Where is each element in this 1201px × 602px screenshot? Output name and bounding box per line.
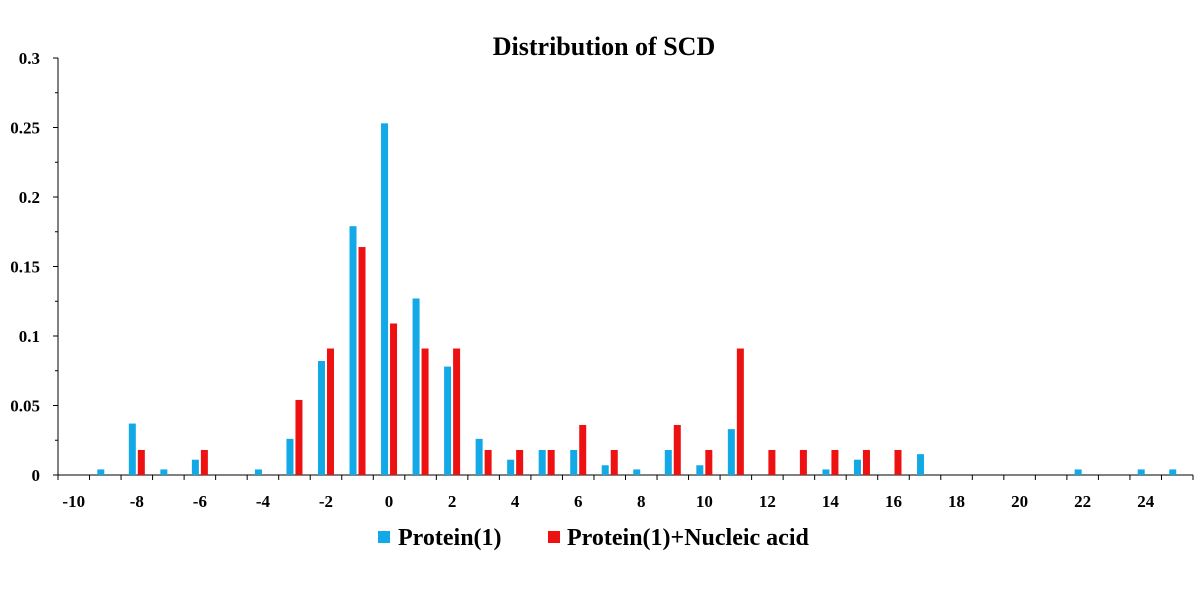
x-tick-label: -8: [130, 492, 144, 511]
bar-protein: [917, 454, 925, 475]
bar-protein-nucleic-acid: [453, 348, 461, 475]
bar-protein-nucleic-acid: [610, 449, 618, 475]
x-tick-label: 12: [759, 492, 776, 511]
bar-protein: [727, 429, 735, 475]
x-tick-label: 14: [822, 492, 840, 511]
bar-protein: [1169, 469, 1177, 475]
bar-protein-nucleic-acid: [862, 449, 870, 475]
bar-protein-nucleic-acid: [831, 449, 839, 475]
legend-label-protein: Protein(1): [398, 525, 502, 551]
y-tick-label: 0.3: [19, 49, 40, 68]
legend-swatch-protein-nucleic-acid: [548, 531, 560, 543]
bar-protein-nucleic-acid: [768, 449, 776, 475]
legend-label-protein-nucleic-acid: Protein(1)+Nucleic acid: [567, 525, 809, 551]
bar-protein: [128, 423, 136, 475]
bar-protein: [349, 226, 357, 475]
x-tick-label: 20: [1011, 492, 1028, 511]
bar-protein: [444, 366, 452, 475]
bar-protein-nucleic-acid: [295, 399, 303, 475]
bar-protein-nucleic-acid: [390, 323, 398, 475]
x-tick-label: -2: [319, 492, 333, 511]
bar-protein: [286, 438, 294, 475]
x-tick-label: 22: [1074, 492, 1091, 511]
bar-protein: [254, 469, 262, 475]
y-tick-label: 0: [32, 466, 41, 485]
bar-protein: [1137, 469, 1145, 475]
y-tick-label: 0.25: [10, 119, 40, 138]
x-tick-label: 16: [885, 492, 902, 511]
bar-protein-nucleic-acid: [200, 449, 208, 475]
bar-protein-nucleic-acid: [673, 424, 681, 475]
bar-protein-nucleic-acid: [547, 449, 555, 475]
bar-protein: [507, 459, 515, 475]
y-tick-label: 0.05: [10, 397, 40, 416]
x-tick-label: 8: [637, 492, 646, 511]
bar-protein: [191, 459, 199, 475]
legend-swatch-protein: [378, 531, 390, 543]
chart-title: Distribution of SCD: [493, 32, 715, 61]
bar-protein-nucleic-acid: [894, 449, 902, 475]
x-tick-label: -10: [62, 492, 85, 511]
x-tick-label: 4: [511, 492, 520, 511]
bar-protein: [633, 469, 641, 475]
bar-protein: [381, 123, 389, 475]
bar-protein-nucleic-acid: [358, 247, 366, 475]
bar-protein: [853, 459, 861, 475]
x-tick-label: -6: [193, 492, 207, 511]
bar-protein-nucleic-acid: [579, 424, 587, 475]
bar-protein: [475, 438, 483, 475]
x-tick-label: 0: [385, 492, 394, 511]
bar-protein: [317, 361, 325, 475]
bar-protein-nucleic-acid: [484, 449, 492, 475]
bar-protein-nucleic-acid: [326, 348, 334, 475]
x-tick-label: -4: [256, 492, 271, 511]
bar-protein-nucleic-acid: [736, 348, 744, 475]
bar-protein-nucleic-acid: [705, 449, 713, 475]
bar-protein: [822, 469, 830, 475]
bar-protein-nucleic-acid: [421, 348, 429, 475]
x-tick-label: 24: [1137, 492, 1155, 511]
bar-protein: [160, 469, 168, 475]
x-tick-label: 2: [448, 492, 457, 511]
bar-protein: [538, 449, 546, 475]
bars: [97, 123, 1177, 475]
bar-protein: [97, 469, 105, 475]
bar-protein: [601, 465, 609, 475]
bar-protein: [570, 449, 578, 475]
axes: 00.050.10.150.20.250.3-10 -8 -6 -4 -2 0 2 4 6 8 10…: [10, 49, 1194, 511]
x-tick-label: 10: [696, 492, 713, 511]
y-tick-label: 0.1: [19, 327, 40, 346]
y-tick-label: 0.2: [19, 188, 40, 207]
bar-protein: [1074, 469, 1082, 475]
x-tick-label: 18: [948, 492, 965, 511]
x-tick-label: 6: [574, 492, 583, 511]
legend: Protein(1) Protein(1)+Nucleic acid: [378, 525, 809, 551]
bar-protein-nucleic-acid: [799, 449, 807, 475]
bar-protein-nucleic-acid: [516, 449, 524, 475]
bar-protein-nucleic-acid: [137, 449, 145, 475]
bar-protein: [412, 298, 420, 475]
y-tick-label: 0.15: [10, 258, 40, 277]
bar-protein: [696, 465, 704, 475]
bar-protein: [664, 449, 672, 475]
